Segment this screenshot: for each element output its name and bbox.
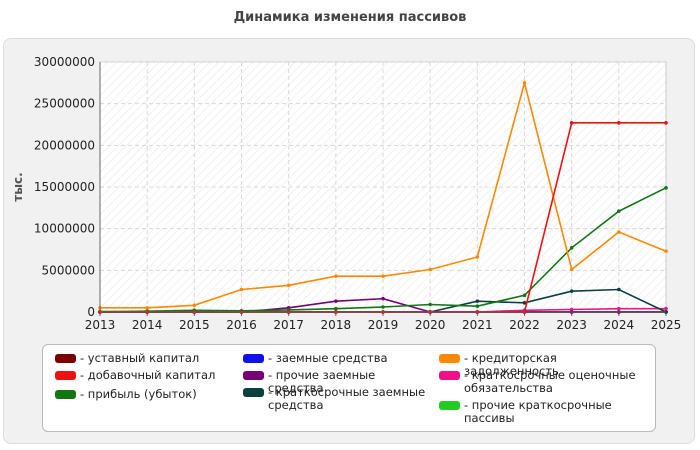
x-tick-label: 2021 <box>462 318 493 332</box>
legend-label: - заемные средства <box>268 351 388 365</box>
legend-label: - кредиторская задолженность <box>464 351 559 378</box>
y-tick-label: 15000000 <box>34 180 95 194</box>
y-tick-label: 25000000 <box>34 97 95 111</box>
data-point <box>569 289 574 293</box>
legend-item[interactable]: - прочие краткосрочные пассивы <box>439 399 649 425</box>
legend-swatch <box>439 401 460 410</box>
data-point <box>664 186 668 190</box>
x-tick-label: 2016 <box>226 318 257 332</box>
data-point <box>239 287 244 292</box>
legend-label: - уставный капитал <box>80 351 200 365</box>
data-point <box>569 121 574 125</box>
legend-item[interactable]: - добавочный капитал <box>55 369 235 382</box>
legend-swatch <box>243 388 264 397</box>
legend-item[interactable]: - краткосрочные оценочные обязательства <box>439 369 649 395</box>
data-point <box>475 255 480 259</box>
data-point <box>286 283 291 288</box>
legend-item[interactable]: - прочие заемные средства <box>243 369 433 395</box>
legend-label: - краткосрочные оценочные обязательства <box>464 368 636 395</box>
data-point <box>334 306 338 311</box>
legend-label: - краткосрочные заемные средства <box>268 385 426 412</box>
y-tick-label: 20000000 <box>34 138 95 152</box>
legend-swatch <box>55 354 76 363</box>
data-point <box>145 306 149 310</box>
legend-swatch <box>55 390 76 399</box>
legend-swatch <box>243 371 264 380</box>
x-tick-label: 2025 <box>651 318 682 332</box>
y-tick-label: 5000000 <box>42 263 95 277</box>
x-tick-label: 2023 <box>556 318 587 332</box>
data-point <box>381 296 385 301</box>
x-tick-label: 2024 <box>604 318 635 332</box>
x-tick-label: 2015 <box>179 318 210 332</box>
data-point <box>522 81 527 85</box>
legend-label: - прибыль (убыток) <box>80 387 197 401</box>
legend-swatch <box>439 354 460 363</box>
data-point <box>381 305 385 309</box>
data-point <box>617 230 621 234</box>
data-point <box>617 209 621 213</box>
data-point <box>664 121 668 125</box>
x-tick-label: 2014 <box>132 318 163 332</box>
data-point <box>569 267 574 272</box>
data-point <box>334 274 338 278</box>
data-point <box>522 301 527 305</box>
data-point <box>428 267 432 272</box>
legend-item[interactable]: - уставный капитал <box>55 352 235 365</box>
legend-label: - добавочный капитал <box>80 368 216 382</box>
legend-item[interactable]: - заемные средства <box>243 352 433 365</box>
chart-title: Динамика изменения пассивов <box>233 10 467 25</box>
data-point <box>475 299 480 303</box>
data-point <box>192 303 197 308</box>
data-point <box>664 306 668 311</box>
data-point <box>381 274 385 278</box>
data-point <box>617 306 621 311</box>
x-tick-label: 2022 <box>509 318 540 332</box>
data-point <box>428 302 432 307</box>
legend-swatch <box>55 371 76 380</box>
legend-swatch <box>439 371 460 380</box>
y-tick-label: 10000000 <box>34 222 95 236</box>
data-point <box>475 304 480 308</box>
y-tick-label: 30000000 <box>34 55 95 69</box>
y-tick-label: 0 <box>87 305 95 319</box>
x-tick-label: 2019 <box>368 318 399 332</box>
legend-label: - прочие краткосрочные пассивы <box>464 398 612 425</box>
x-tick-label: 2020 <box>415 318 446 332</box>
legend-swatch <box>243 354 264 363</box>
legend-item[interactable]: - прибыль (убыток) <box>55 388 235 401</box>
x-tick-label: 2013 <box>85 318 116 332</box>
x-tick-label: 2018 <box>321 318 352 332</box>
data-point <box>569 246 574 250</box>
y-tick-labels: 0 5000000 10000000 15000000 20000000 25000000… <box>34 55 95 319</box>
x-tick-labels: 2013 2014 2015 2016 2017 2018 2019 2020 2021 2022… <box>85 318 682 332</box>
x-tick-label: 2017 <box>273 318 304 332</box>
legend-item[interactable]: - кредиторская задолженность <box>439 352 649 378</box>
data-point <box>522 293 527 298</box>
y-axis-label: тыс. <box>11 172 25 201</box>
data-point <box>617 287 621 292</box>
legend-item[interactable]: - краткосрочные заемные средства <box>243 386 433 412</box>
data-point <box>569 307 574 312</box>
data-point <box>334 299 338 303</box>
legend: - уставный капитал - добавочный капитал - … <box>42 344 656 432</box>
data-point <box>664 249 668 253</box>
legend-label: - прочие заемные средства <box>268 368 376 395</box>
data-point <box>617 121 621 125</box>
